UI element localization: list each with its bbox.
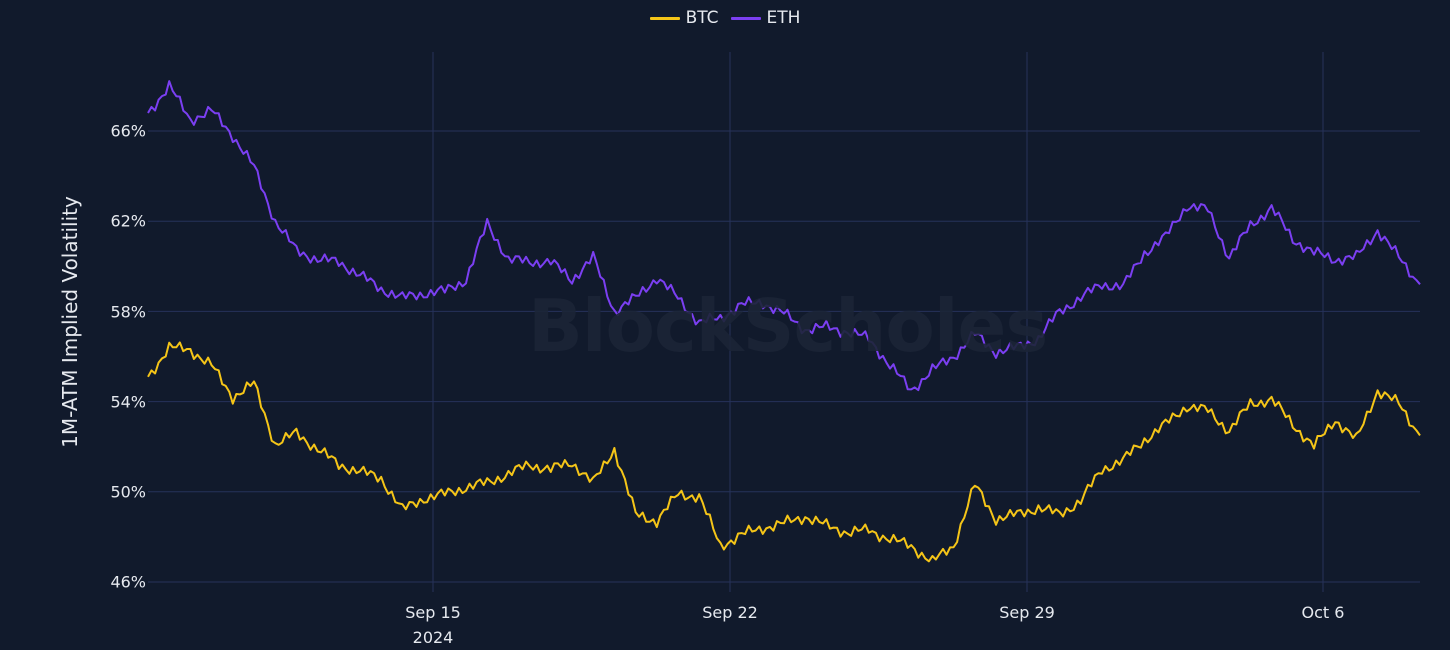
x-tick-oct6: Oct 6	[1302, 600, 1345, 625]
x-tick-label: Sep 29	[999, 603, 1055, 622]
x-tick-sep15: Sep 15 2024	[405, 600, 461, 650]
x-tick-label: Sep 22	[702, 603, 758, 622]
legend-label-btc: BTC	[685, 8, 719, 28]
legend-item-eth[interactable]: ETH	[730, 8, 801, 28]
eth-line-swatch-icon	[730, 16, 761, 20]
watermark: BlockScholes	[528, 284, 1048, 368]
legend-item-btc[interactable]: BTC	[649, 8, 719, 28]
legend-label-eth: ETH	[766, 8, 801, 28]
y-tick-50: 50%	[110, 482, 146, 502]
y-tick-66: 66%	[110, 121, 146, 141]
gridlines	[148, 52, 1420, 592]
y-axis-title: 1M-ATM Implied Volatility	[58, 196, 82, 448]
btc-series-line	[147, 341, 1421, 563]
series-lines	[147, 80, 1421, 563]
btc-line-swatch-icon	[649, 16, 680, 20]
legend: BTC ETH	[0, 8, 1450, 28]
x-tick-label: Oct 6	[1301, 603, 1345, 622]
y-tick-62: 62%	[110, 211, 146, 231]
y-tick-46: 46%	[110, 572, 146, 592]
y-tick-58: 58%	[110, 302, 146, 322]
x-tick-label: Sep 15	[405, 603, 461, 622]
eth-series-line	[147, 80, 1421, 392]
y-tick-54: 54%	[110, 392, 146, 412]
x-tick-sep22: Sep 22	[702, 600, 758, 625]
x-tick-year: 2024	[412, 628, 454, 647]
x-tick-sep29: Sep 29	[999, 600, 1055, 625]
